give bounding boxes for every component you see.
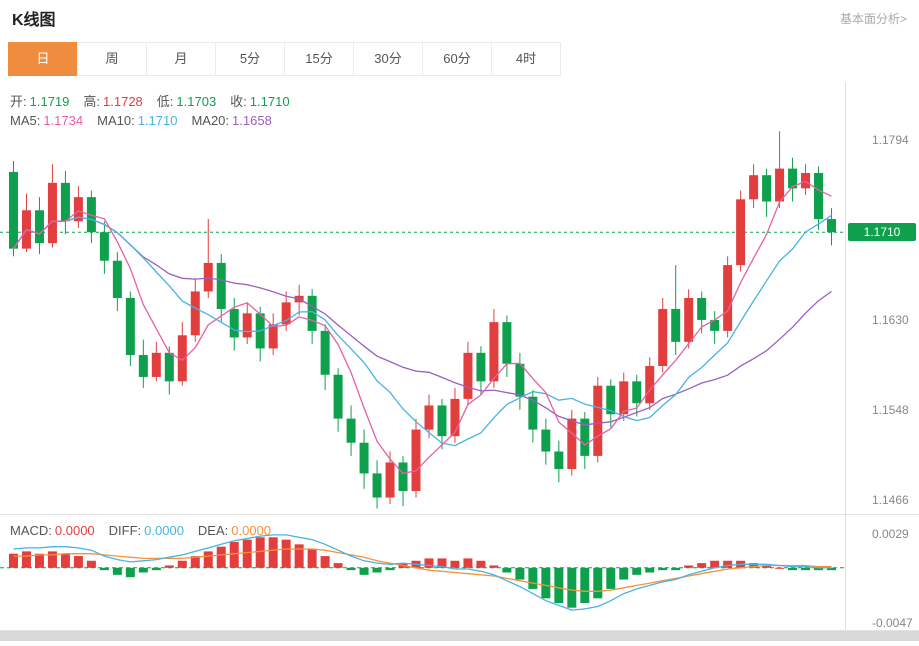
tab-60min[interactable]: 60分 [422, 42, 492, 76]
open-label: 开: [10, 94, 27, 109]
ma20-value: 1.1658 [232, 113, 272, 128]
panel-divider [0, 514, 919, 515]
axis-tick: 0.0029 [872, 527, 909, 541]
axis-tick: 1.1548 [872, 403, 909, 417]
price-axis: 1.1794 1.1630 1.1548 1.1466 1.1710 0.002… [845, 82, 919, 631]
tab-5min[interactable]: 5分 [215, 42, 285, 76]
tab-week[interactable]: 周 [77, 42, 147, 76]
tab-30min[interactable]: 30分 [353, 42, 423, 76]
last-price-badge: 1.1710 [848, 223, 916, 241]
tab-month[interactable]: 月 [146, 42, 216, 76]
ma5-value: 1.1734 [43, 113, 84, 128]
low-label: 低: [156, 94, 174, 109]
high-value: 1.1728 [103, 94, 143, 109]
ohlc-readout: 开: 1.1719 高: 1.1728 低: 1.1703 收: 1.1710 [10, 91, 304, 110]
macd-label: MACD: [10, 523, 52, 538]
dea-value: 0.0000 [231, 523, 272, 538]
ma-readout: MA5: 1.1734 MA10: 1.1710 MA20: 1.1658 [10, 113, 286, 128]
ma10-value: 1.1710 [137, 113, 178, 128]
page-header: K线图 基本面分析> [0, 0, 919, 36]
ma10-label: MA10: [97, 113, 135, 128]
axis-tick: 1.1630 [872, 313, 909, 327]
tab-4hour[interactable]: 4时 [491, 42, 561, 76]
low-value: 1.1703 [176, 94, 217, 109]
high-label: 高: [83, 94, 101, 109]
axis-tick: -0.0047 [872, 616, 913, 630]
ma5-label: MA5: [10, 113, 41, 128]
open-value: 1.1719 [29, 94, 70, 109]
candlestick-chart[interactable] [0, 82, 845, 514]
axis-tick: 1.1466 [872, 493, 909, 507]
axis-tick: 1.1794 [872, 133, 909, 147]
page-title: K线图 [12, 12, 56, 29]
macd-readout: MACD: 0.0000 DIFF: 0.0000 DEA: 0.0000 [10, 523, 285, 538]
tab-day[interactable]: 日 [8, 42, 78, 76]
fundamental-analysis-link[interactable]: 基本面分析> [839, 11, 907, 26]
diff-value: 0.0000 [144, 523, 184, 538]
scrollbar[interactable] [0, 631, 919, 641]
macd-chart[interactable] [0, 515, 845, 630]
close-value: 1.1710 [249, 94, 290, 109]
macd-value: 0.0000 [54, 523, 95, 538]
chart-area: 开: 1.1719 高: 1.1728 低: 1.1703 收: 1.1710 MA5: 1.1… [0, 82, 919, 631]
diff-label: DIFF: [108, 523, 142, 538]
period-tabs: 日 周 月 5分 15分 30分 60分 4时 [8, 42, 919, 76]
dea-label: DEA: [197, 523, 229, 538]
tab-15min[interactable]: 15分 [284, 42, 354, 76]
close-label: 收: [230, 94, 247, 109]
ma20-label: MA20: [191, 113, 230, 128]
